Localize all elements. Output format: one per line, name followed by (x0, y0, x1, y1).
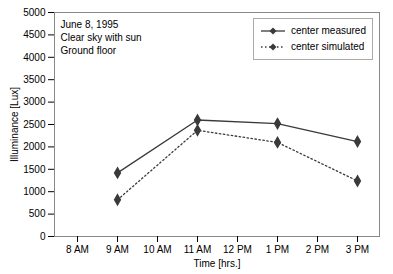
svg-text:500: 500 (29, 208, 46, 219)
svg-text:2000: 2000 (23, 141, 46, 152)
svg-text:11 AM: 11 AM (184, 244, 212, 255)
svg-text:2500: 2500 (23, 119, 46, 130)
html-text:center measured: center measured (291, 25, 366, 36)
svg-text:5000: 5000 (23, 7, 46, 18)
svg-text:4500: 4500 (23, 29, 46, 40)
svg-text:12 PM: 12 PM (223, 244, 252, 255)
svg-text:1 PM: 1 PM (266, 244, 289, 255)
svg-text:4000: 4000 (23, 52, 46, 63)
svg-text:8 AM: 8 AM (66, 244, 89, 255)
svg-text:3000: 3000 (23, 96, 46, 107)
svg-text:9 AM: 9 AM (106, 244, 129, 255)
svg-text:0: 0 (40, 231, 46, 242)
svg-text:3 PM: 3 PM (346, 244, 369, 255)
html-text:center simulated: center simulated (291, 41, 365, 52)
svg-text:10 AM: 10 AM (143, 244, 171, 255)
svg-text:1000: 1000 (23, 186, 46, 197)
svg-text:3500: 3500 (23, 74, 46, 85)
svg-text:June 8, 1995Clear sky with sun: June 8, 1995Clear sky with sunGround flo… (61, 19, 142, 56)
svg-text:Illuminance [Lux]: Illuminance [Lux] (9, 87, 20, 162)
svg-text:2 PM: 2 PM (306, 244, 329, 255)
svg-text:Time [hrs.]: Time [hrs.] (194, 258, 241, 269)
svg-text:1500: 1500 (23, 164, 46, 175)
